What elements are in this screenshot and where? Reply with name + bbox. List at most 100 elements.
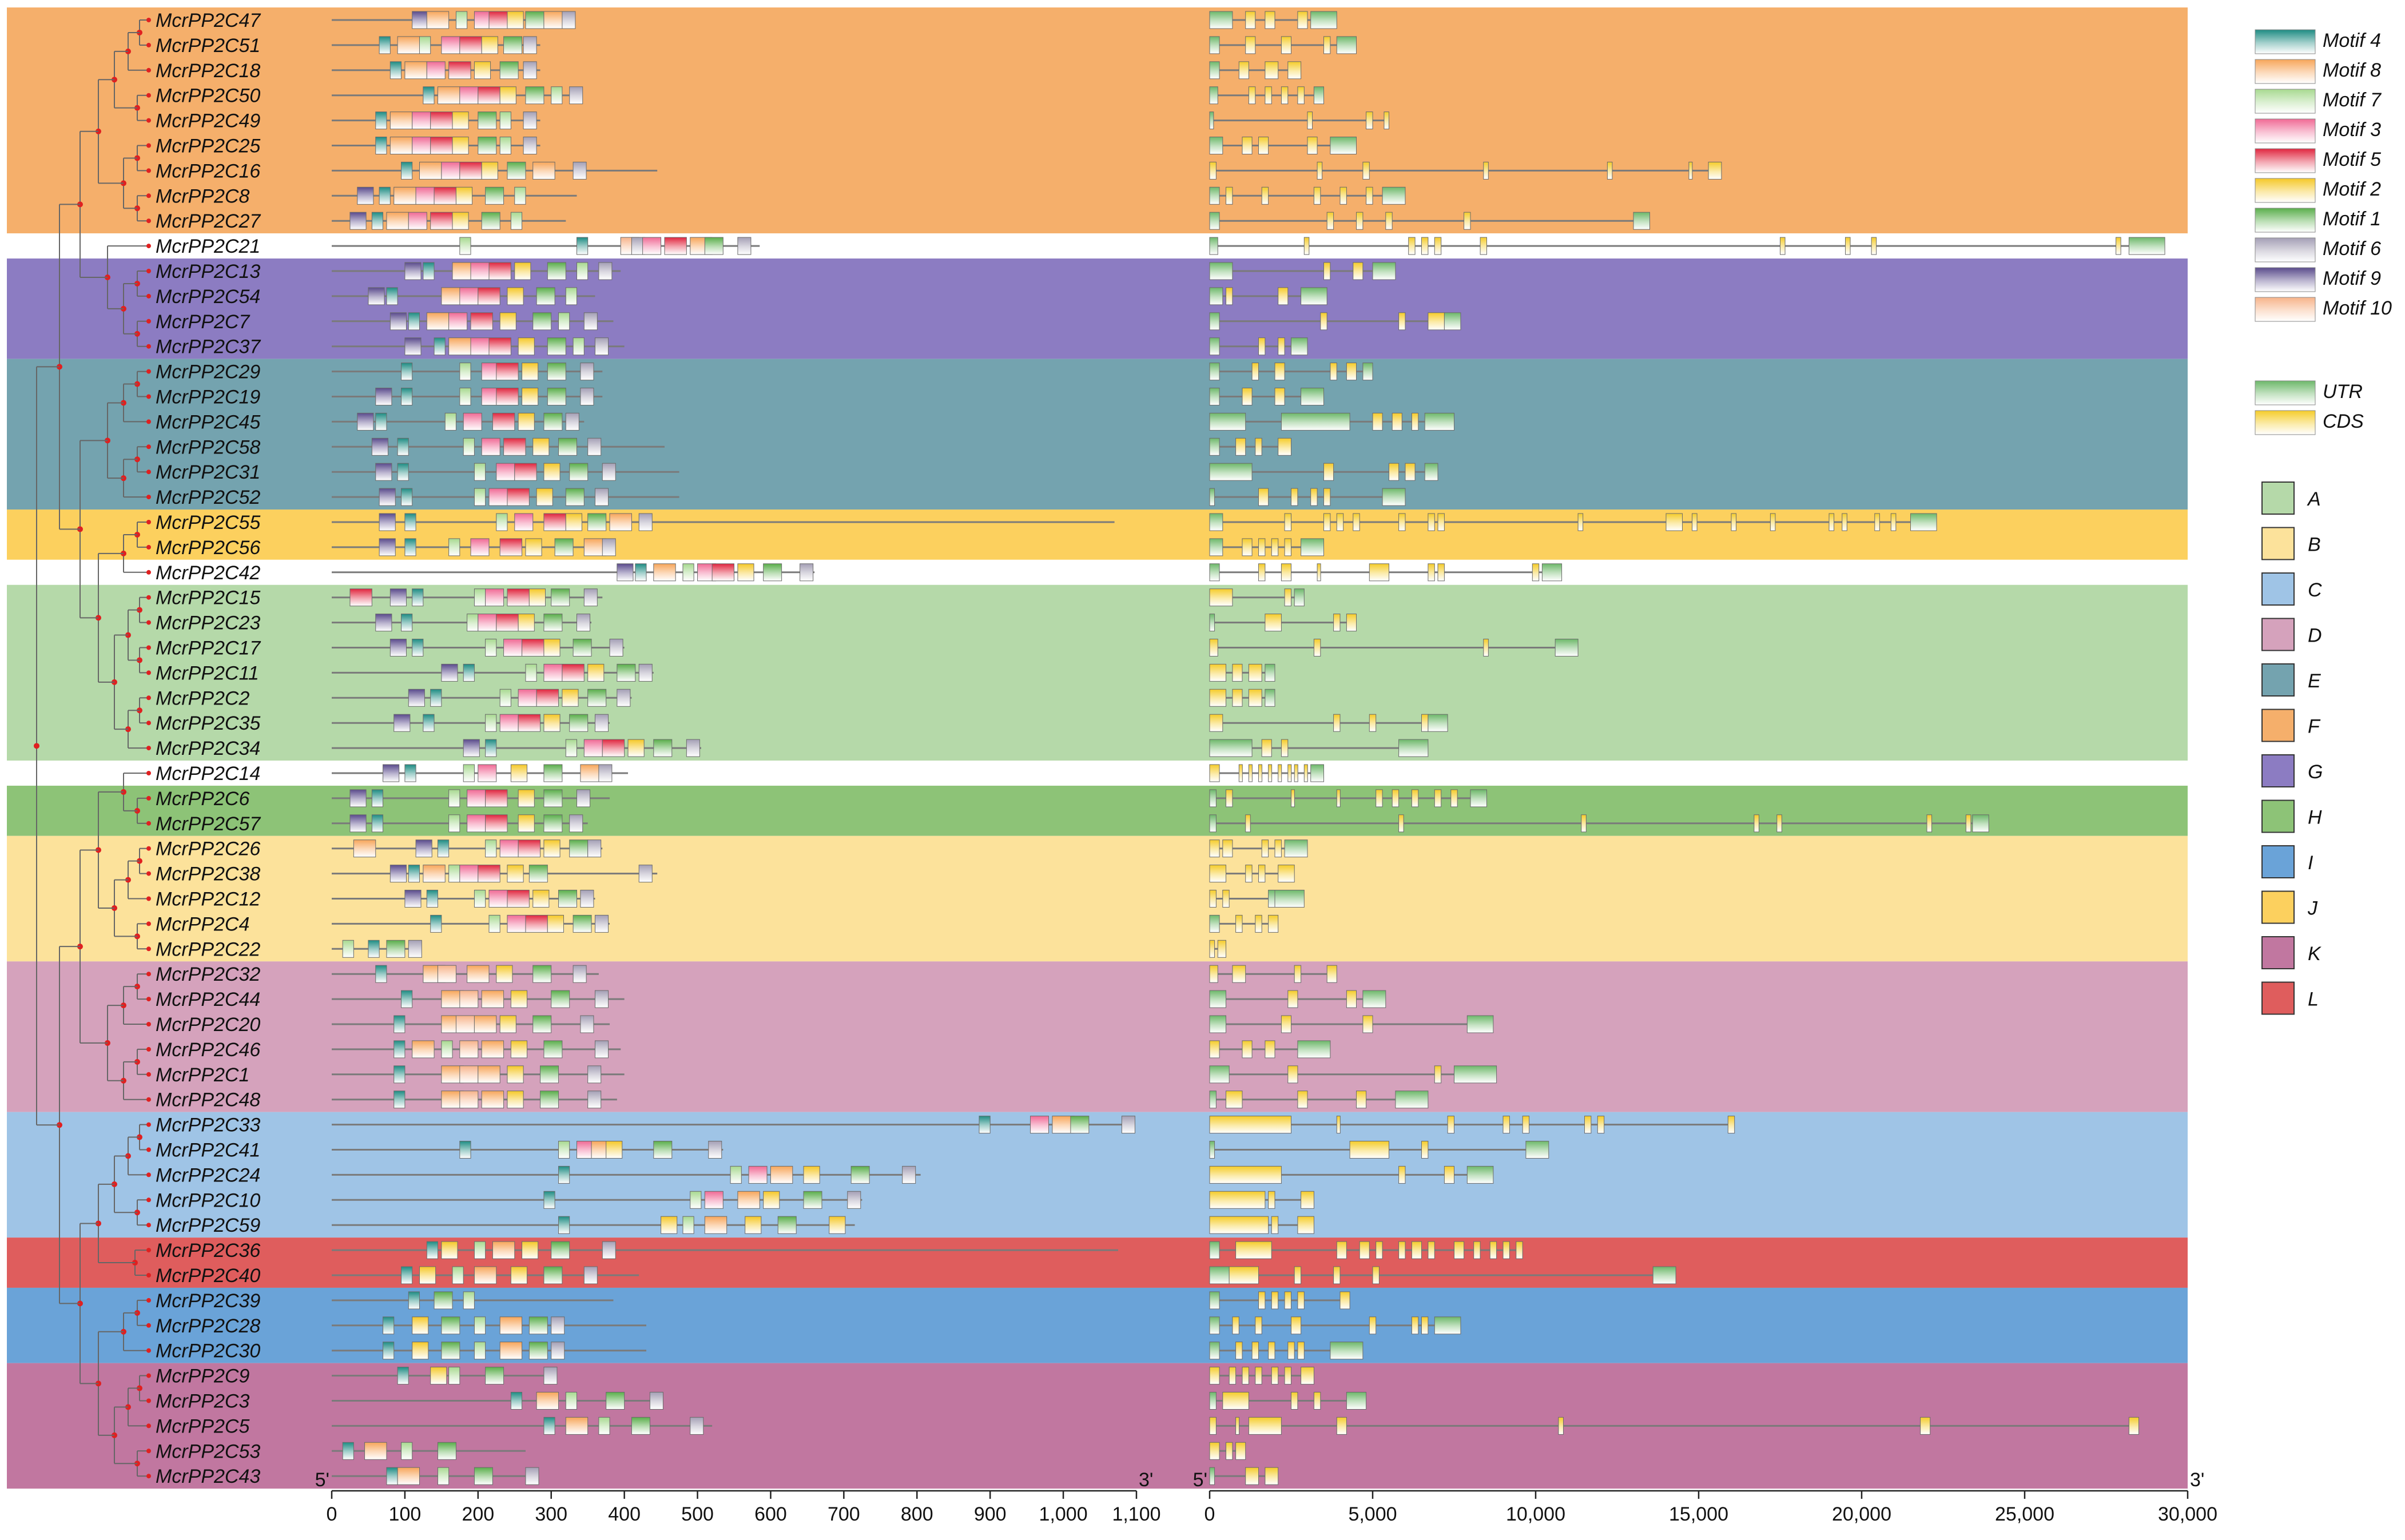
cds-box bbox=[1607, 161, 1613, 180]
motif-6-box bbox=[609, 639, 623, 656]
leaf-node bbox=[146, 595, 151, 600]
utr-box bbox=[1346, 1392, 1367, 1410]
motif-2-box bbox=[496, 965, 513, 983]
tick-label: 0 bbox=[1205, 1503, 1215, 1525]
leaf-node bbox=[146, 1197, 151, 1203]
gene-label: McrPP2C37 bbox=[156, 336, 261, 358]
motif-7-box bbox=[485, 639, 497, 656]
cds-box bbox=[1323, 36, 1331, 54]
legend-structure-label: UTR bbox=[2323, 381, 2363, 403]
motif-row bbox=[332, 1165, 921, 1184]
gene-label: McrPP2C22 bbox=[156, 938, 260, 960]
motif-2-box bbox=[587, 663, 605, 682]
motif-3-box bbox=[543, 663, 563, 682]
motif-7-box bbox=[459, 237, 471, 255]
gene-label: McrPP2C39 bbox=[156, 1290, 260, 1312]
motif-row bbox=[332, 1015, 610, 1033]
utr-box bbox=[1209, 1091, 1217, 1109]
motif-1-box bbox=[536, 287, 555, 305]
gene-label: McrPP2C10 bbox=[156, 1189, 260, 1211]
motif-8-box bbox=[437, 86, 460, 105]
cds-box bbox=[1281, 86, 1289, 105]
motif-7-box bbox=[525, 663, 537, 682]
tick-label: 800 bbox=[901, 1503, 933, 1525]
motif-4-box bbox=[393, 1091, 406, 1109]
group-band-J bbox=[7, 510, 2188, 560]
legend-motif-label: Motif 9 bbox=[2323, 268, 2381, 289]
leaf-node bbox=[146, 319, 151, 324]
motif-row bbox=[332, 337, 625, 356]
motif-1-box bbox=[1070, 1116, 1090, 1134]
motif-5-box bbox=[503, 437, 526, 456]
cds-box bbox=[1242, 137, 1253, 154]
motif-3-box bbox=[507, 914, 526, 933]
cds-box bbox=[1222, 1392, 1249, 1410]
legend-group-G-swatch bbox=[2261, 754, 2295, 787]
motif-2-box bbox=[441, 1241, 458, 1259]
motif-6-box bbox=[708, 1141, 722, 1159]
utr-box bbox=[1310, 764, 1324, 782]
motif-2-box bbox=[474, 61, 491, 79]
cds-box bbox=[1871, 237, 1877, 255]
cds-box bbox=[1307, 137, 1318, 154]
motif-7-box bbox=[467, 614, 479, 632]
legends: Motif 4 Motif 8 Motif 7 Motif 3 Motif 5 Motif… bbox=[2255, 29, 2392, 1015]
cds-box bbox=[1291, 789, 1295, 807]
tick-label: 10,000 bbox=[1506, 1503, 1565, 1525]
gene-structure-row bbox=[1209, 36, 1357, 54]
motif-1-box bbox=[525, 86, 544, 105]
leaf-node bbox=[146, 520, 151, 524]
cds-box bbox=[1780, 237, 1786, 255]
tick-label: 1,100 bbox=[1112, 1503, 1160, 1525]
cds-box bbox=[1320, 312, 1327, 331]
cds-box bbox=[1336, 1241, 1347, 1259]
legend-motif-7-swatch bbox=[2255, 89, 2316, 114]
motif-4-box bbox=[510, 1392, 523, 1410]
motif-row bbox=[332, 137, 540, 154]
motif-row bbox=[332, 1467, 539, 1485]
cds-box bbox=[1369, 1316, 1377, 1335]
motif-7-box bbox=[499, 137, 511, 154]
cds-box bbox=[1665, 513, 1683, 531]
utr-box bbox=[1209, 1266, 1230, 1284]
motif-10-box bbox=[455, 1015, 475, 1033]
motif-6-box bbox=[543, 1367, 558, 1385]
motif-6-box bbox=[800, 563, 814, 582]
gene-label: McrPP2C44 bbox=[156, 989, 260, 1010]
motif-9-box bbox=[379, 488, 396, 506]
cds-box bbox=[1301, 1367, 1314, 1385]
tick-label: 15,000 bbox=[1669, 1503, 1728, 1525]
motif-8-box bbox=[467, 965, 490, 983]
motif-4-box bbox=[463, 663, 475, 682]
leaf-node bbox=[146, 921, 151, 926]
motif-7-box bbox=[419, 36, 431, 54]
motif-1-box bbox=[547, 337, 566, 356]
cds-box bbox=[1245, 36, 1256, 54]
utr-box bbox=[1209, 437, 1220, 456]
cds-box bbox=[1232, 1316, 1239, 1335]
cds-box bbox=[1248, 689, 1262, 707]
leaf-node bbox=[146, 1423, 151, 1428]
tick-label: 30,000 bbox=[2158, 1503, 2217, 1525]
cds-box bbox=[1776, 814, 1782, 833]
motif-row bbox=[332, 412, 585, 431]
leaf-node bbox=[146, 1273, 151, 1278]
motif-2-box bbox=[510, 1040, 528, 1058]
legend-group-label: F bbox=[2308, 716, 2321, 738]
cds-box bbox=[1313, 1392, 1321, 1410]
motif-row bbox=[332, 965, 599, 983]
motif-7-box bbox=[598, 1416, 610, 1435]
motif-8-box bbox=[532, 161, 555, 180]
legend-group-label: J bbox=[2307, 898, 2318, 920]
motif-6-box bbox=[565, 412, 579, 431]
tick-label: 200 bbox=[462, 1503, 494, 1525]
cds-box bbox=[1291, 1392, 1298, 1410]
motif-1-box bbox=[617, 663, 636, 682]
motif-4-box bbox=[386, 287, 398, 305]
bootstrap-node bbox=[34, 743, 39, 749]
cds-box bbox=[1226, 186, 1233, 205]
motif-6-box bbox=[594, 488, 609, 506]
tick-label: 25,000 bbox=[1995, 1503, 2054, 1525]
utr-box bbox=[1209, 337, 1220, 356]
motif-4-box bbox=[375, 112, 387, 130]
